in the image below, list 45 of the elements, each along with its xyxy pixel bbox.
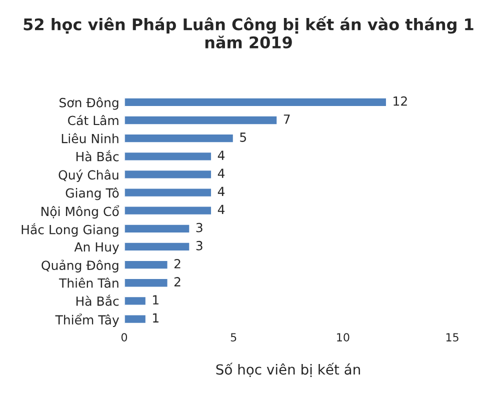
data-label: 5 <box>240 132 246 142</box>
bar <box>124 133 234 144</box>
y-tick-label: Quảng Đông <box>42 260 118 272</box>
x-tick-label: 15 <box>446 333 458 342</box>
data-label: 12 <box>394 96 407 106</box>
bar <box>124 115 278 126</box>
data-label: 4 <box>218 150 225 160</box>
bar <box>124 187 212 198</box>
bar <box>124 278 169 288</box>
x-axis-title: Số học viên bị kết án <box>216 362 360 378</box>
x-tick-label: 5 <box>230 333 236 342</box>
bar <box>124 314 147 324</box>
y-tick-label: Sơn Đông <box>60 97 118 110</box>
data-label: 3 <box>196 240 202 250</box>
data-label: 7 <box>284 114 290 124</box>
y-tick-label: Hà Bắc <box>76 294 119 306</box>
bar <box>124 242 191 252</box>
x-tick-label: 0 <box>121 333 128 342</box>
bar <box>124 223 191 234</box>
bar <box>124 169 212 180</box>
y-tick-label: Hắc Long Giang <box>22 223 118 237</box>
y-tick-label: Giang Tô <box>66 188 119 200</box>
y-tick-label: Nội Mông Cổ <box>42 205 120 219</box>
data-label: 2 <box>174 258 180 268</box>
bar <box>124 260 169 270</box>
data-label: 1 <box>153 295 158 304</box>
bar <box>124 296 147 306</box>
x-tick-label: 10 <box>337 333 350 342</box>
data-label: 4 <box>218 186 225 196</box>
y-tick-label: Hà Bắc <box>76 150 119 162</box>
y-tick-label: Thiểm Tây <box>55 314 120 327</box>
bar <box>124 96 388 108</box>
data-label: 2 <box>174 277 180 286</box>
data-label: 4 <box>218 204 225 214</box>
y-tick-label: Quý Châu <box>58 169 118 182</box>
data-label: 4 <box>218 168 225 178</box>
y-tick-label: Liêu Ninh <box>62 133 118 144</box>
y-tick-label: An Huy <box>74 242 120 254</box>
y-tick-label: Thiên Tân <box>58 278 118 288</box>
y-tick-label: Cát Lâm <box>68 115 118 126</box>
chart-title: 52 học viên Pháp Luân Công bị kết án vào tháng 1 năm 2019 <box>24 16 474 48</box>
data-label: 3 <box>196 222 202 232</box>
bar <box>124 205 212 216</box>
bar <box>124 151 212 162</box>
data-label: 1 <box>153 313 158 322</box>
